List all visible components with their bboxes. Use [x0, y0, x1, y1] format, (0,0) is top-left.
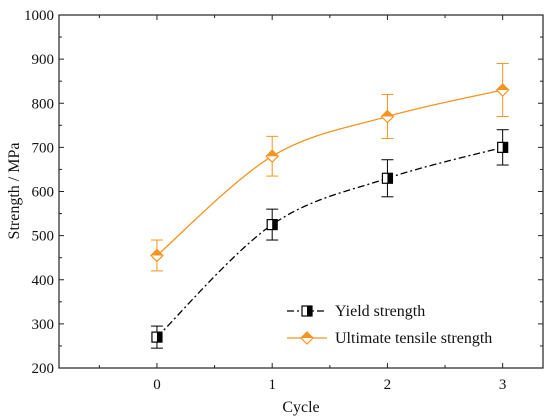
data-point-marker [495, 83, 510, 97]
data-point-marker [150, 248, 164, 263]
x-tick-label: 3 [499, 377, 507, 393]
legend: Yield strength Ultimate tensile strength [287, 303, 492, 347]
x-tick-label: 1 [268, 377, 276, 393]
legend-marker [300, 331, 314, 345]
data-point-marker [380, 109, 395, 124]
data-point-marker [381, 172, 394, 184]
series-line-0 [156, 146, 503, 338]
legend-marker [301, 305, 313, 317]
axis-ticks [59, 14, 543, 369]
legend-label: Yield strength [335, 303, 425, 320]
y-tick-label: 400 [32, 273, 55, 289]
y-tick-label: 700 [32, 140, 55, 156]
legend-label: Ultimate tensile strength [335, 330, 492, 347]
data-point-marker [265, 149, 280, 164]
data-point-marker [151, 331, 163, 343]
series-layer [156, 89, 503, 338]
y-tick-label: 600 [32, 185, 55, 201]
y-tick-label: 200 [32, 361, 55, 377]
x-axis-label: Cycle [282, 399, 319, 416]
x-tick-labels: 0 1 2 3 [153, 377, 506, 393]
plot-frame [58, 14, 544, 369]
x-tick-label: 2 [384, 377, 392, 393]
x-tick-label: 0 [153, 377, 161, 393]
legend-item: Yield strength [287, 303, 425, 320]
y-tick-label: 500 [32, 229, 55, 245]
y-tick-labels: 200 300 400 500 600 700 800 900 1000 [24, 8, 54, 377]
legend-item: Ultimate tensile strength [287, 330, 492, 347]
y-tick-label: 300 [32, 317, 55, 333]
y-tick-label: 1000 [24, 8, 54, 24]
data-point-marker [497, 141, 509, 153]
marker-layer [150, 63, 510, 349]
y-axis-label: Strength / MPa [6, 143, 23, 240]
y-tick-label: 900 [32, 52, 55, 68]
series-line-1 [156, 89, 503, 256]
y-tick-label: 800 [32, 96, 55, 112]
data-point-marker [266, 218, 278, 231]
